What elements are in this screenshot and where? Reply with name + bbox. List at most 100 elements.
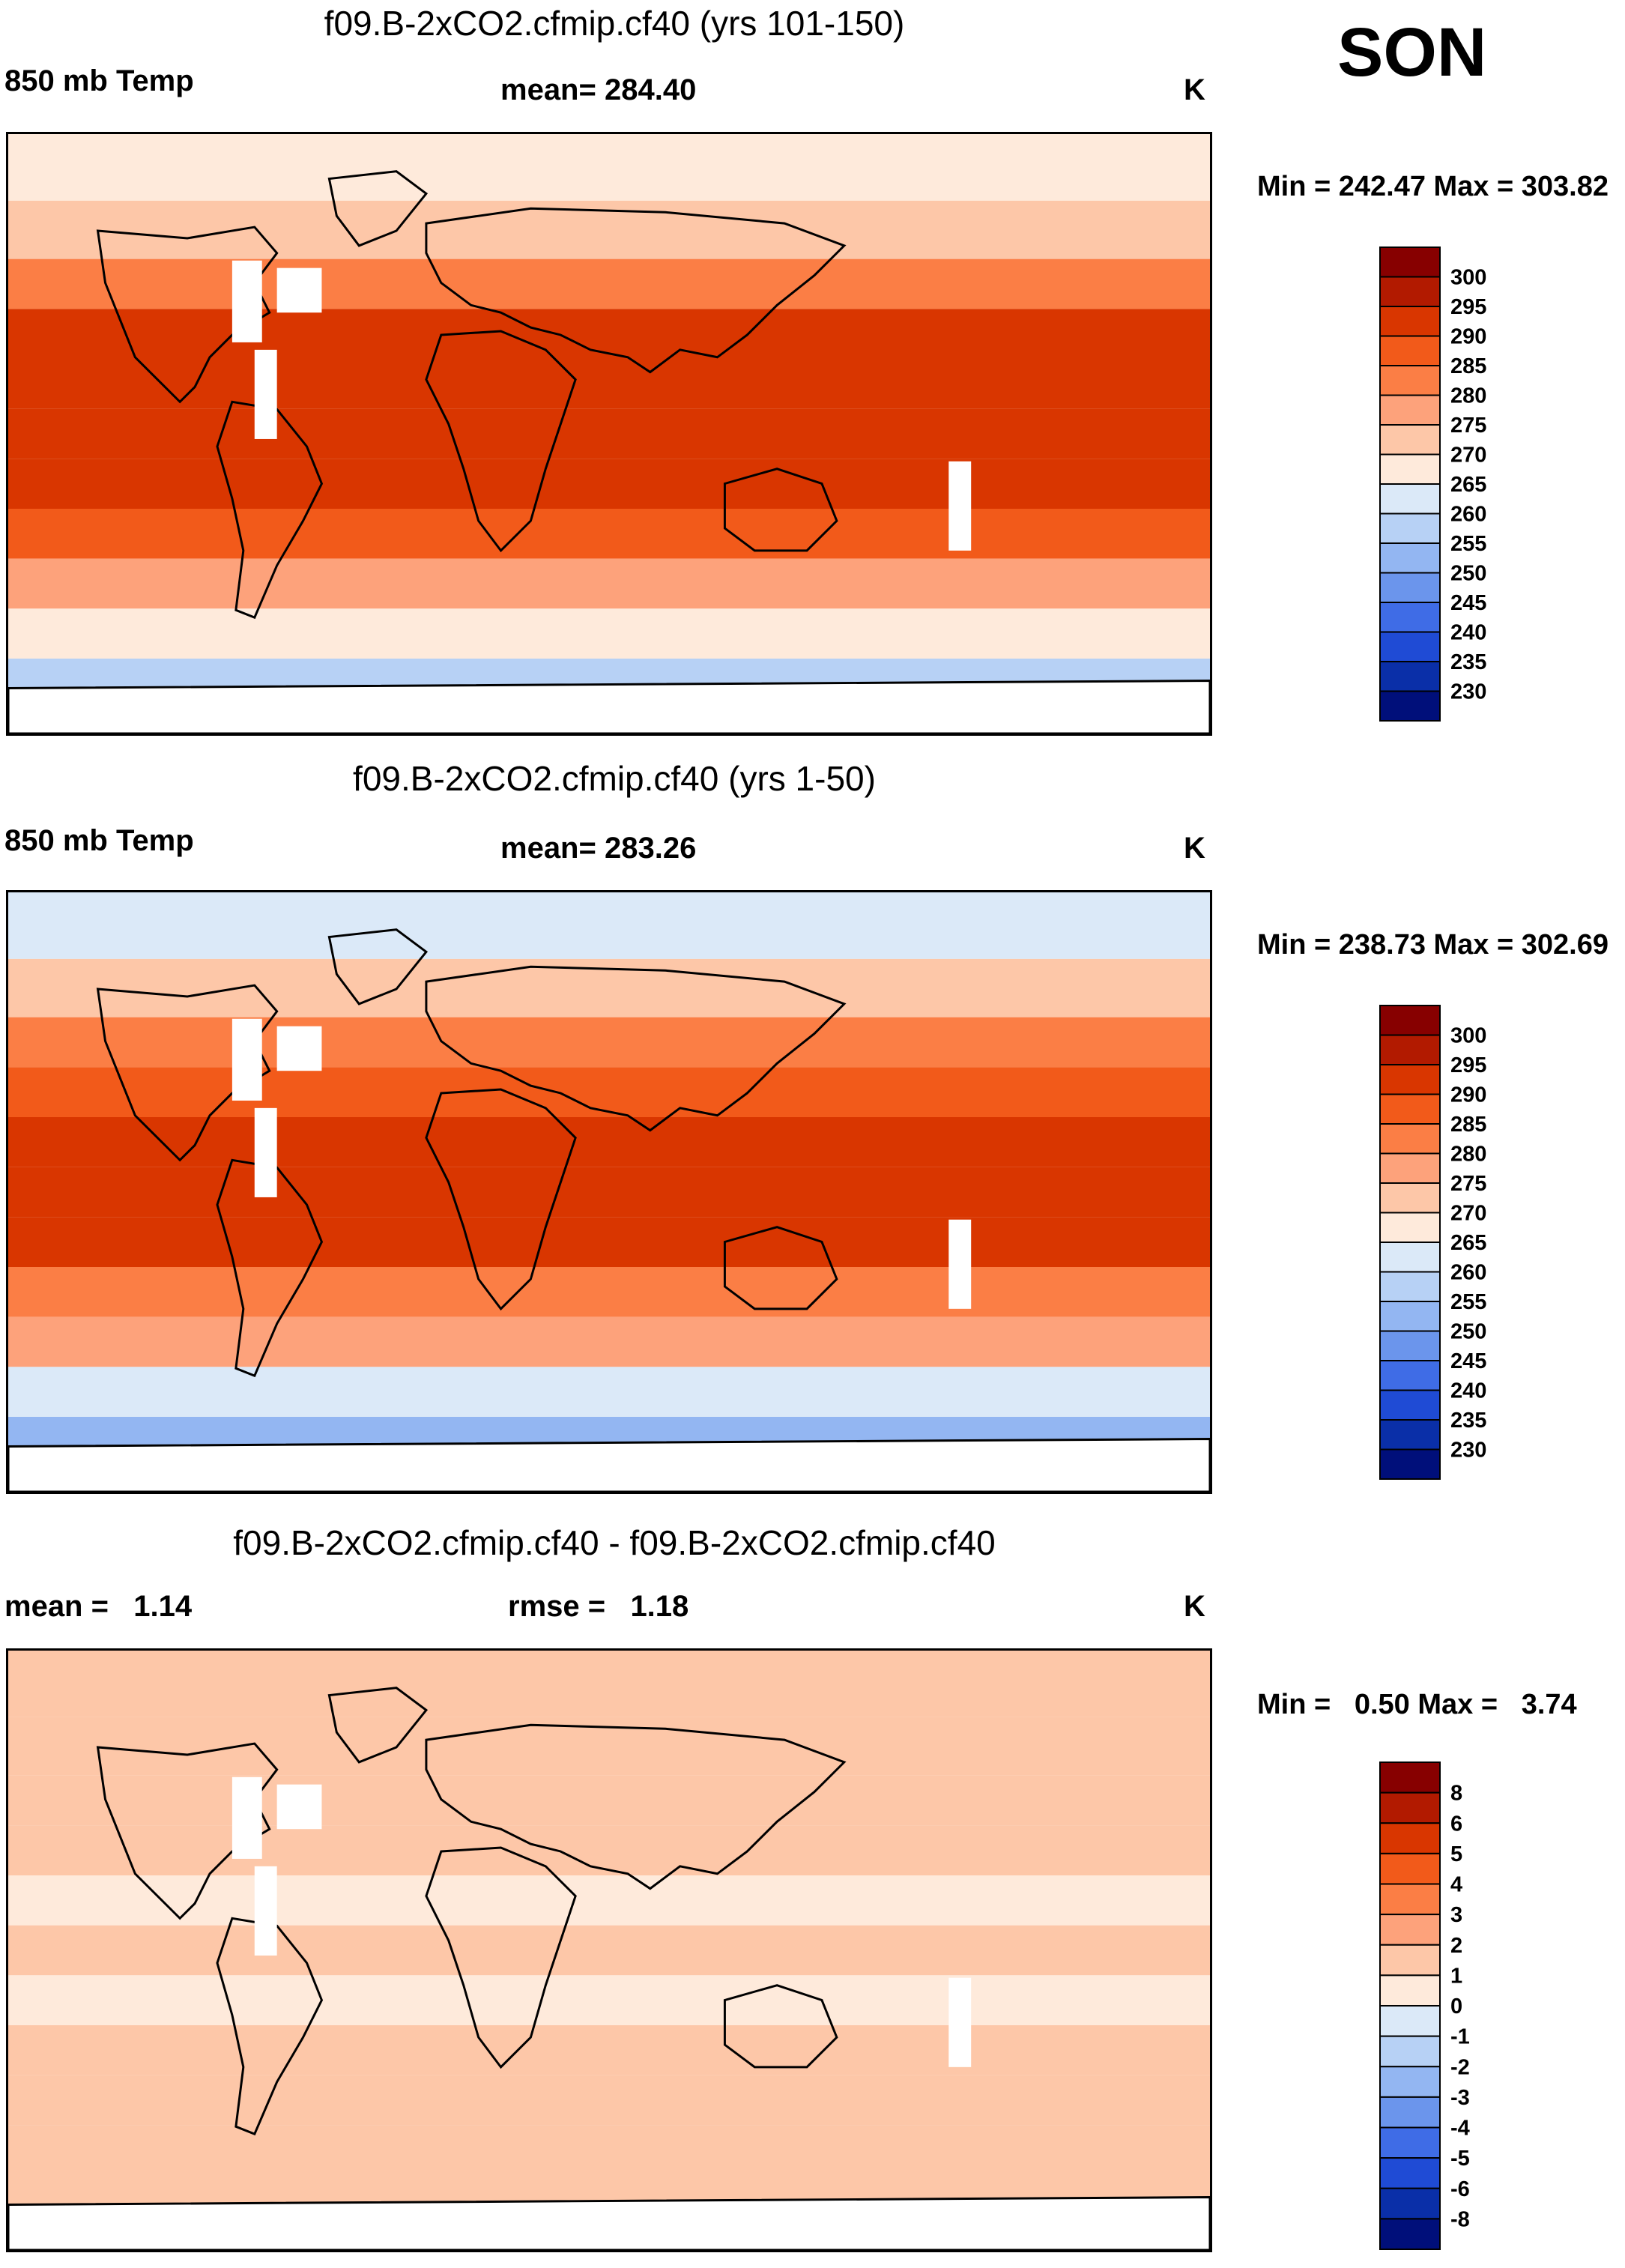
colorbar-swatch bbox=[1379, 2187, 1441, 2220]
colorbar-tick-label: 235 bbox=[1450, 650, 1486, 674]
colorbar-tick-label: 270 bbox=[1450, 444, 1486, 468]
zonal-band bbox=[8, 1925, 1210, 1976]
zonal-band bbox=[8, 958, 1210, 1017]
continent-outline bbox=[216, 1917, 324, 2136]
zonal-band bbox=[8, 892, 1210, 959]
continent-outline bbox=[723, 1984, 838, 2069]
colorbar-swatch bbox=[1379, 1419, 1441, 1451]
colorbar-tick-label: 230 bbox=[1450, 680, 1486, 704]
panel1-unit-label: K bbox=[1184, 73, 1205, 106]
colorbar-swatch bbox=[1379, 453, 1441, 485]
zonal-band bbox=[8, 1316, 1210, 1367]
missing-data-patch bbox=[232, 260, 262, 342]
zonal-band bbox=[8, 1651, 1210, 1717]
colorbar-swatch bbox=[1379, 1064, 1441, 1095]
panel1-mean-label: mean= 284.40 bbox=[500, 73, 697, 106]
colorbar-tick-label: 255 bbox=[1450, 1290, 1486, 1314]
colorbar-swatch bbox=[1379, 1123, 1441, 1155]
colorbar-tick-label: 5 bbox=[1450, 1842, 1462, 1866]
panel1-colorbar: 300 295 290 285 280 275 270 265 260 255 250 245 240 2… bbox=[1379, 247, 1486, 722]
panel2-unit-label: K bbox=[1184, 832, 1205, 865]
colorbar-swatch bbox=[1379, 512, 1441, 544]
colorbar-tick-label: 240 bbox=[1450, 621, 1486, 645]
colorbar-tick-label: 295 bbox=[1450, 1053, 1486, 1077]
colorbar-swatch bbox=[1379, 1034, 1441, 1065]
missing-data-patch bbox=[948, 461, 972, 551]
colorbar-tick-label: 285 bbox=[1450, 1113, 1486, 1137]
zonal-band bbox=[8, 1017, 1210, 1068]
colorbar-swatch bbox=[1379, 2126, 1441, 2159]
zonal-band bbox=[8, 1117, 1210, 1167]
antarctica-outline bbox=[8, 2196, 1210, 2250]
colorbar-tick-label: 1 bbox=[1450, 1964, 1462, 1988]
colorbar-tick-label: 245 bbox=[1450, 591, 1486, 615]
zonal-band bbox=[8, 1217, 1210, 1267]
zonal-band bbox=[8, 134, 1210, 201]
colorbar-tick-label: 290 bbox=[1450, 1083, 1486, 1107]
missing-data-patch bbox=[948, 1977, 972, 2067]
colorbar-tick-label: 230 bbox=[1450, 1439, 1486, 1463]
panel2-map bbox=[6, 890, 1212, 1494]
colorbar-tick-label: 260 bbox=[1450, 503, 1486, 527]
continent-outline bbox=[327, 928, 429, 1006]
zonal-band bbox=[8, 509, 1210, 559]
colorbar-tick-label: -8 bbox=[1450, 2207, 1470, 2231]
colorbar-tick-label: 2 bbox=[1450, 1934, 1462, 1958]
colorbar-tick-label: 265 bbox=[1450, 473, 1486, 497]
colorbar-tick-label: 285 bbox=[1450, 354, 1486, 378]
continent-outline bbox=[425, 330, 577, 553]
colorbar-swatch bbox=[1379, 1974, 1441, 2007]
colorbar-swatch bbox=[1379, 276, 1441, 307]
panel3-rmse-label: rmse = 1.18 bbox=[508, 1590, 689, 1623]
missing-data-patch bbox=[276, 1784, 322, 1830]
zonal-band bbox=[8, 1875, 1210, 1926]
colorbar-swatch bbox=[1379, 1093, 1441, 1125]
zonal-band bbox=[8, 1975, 1210, 2025]
zonal-band bbox=[8, 608, 1210, 659]
season-label: SON bbox=[1337, 14, 1487, 91]
colorbar-tick-label: 280 bbox=[1450, 1143, 1486, 1167]
zonal-band bbox=[8, 200, 1210, 259]
zonal-band bbox=[8, 2025, 1210, 2075]
zonal-band bbox=[8, 1167, 1210, 1218]
continent-outline bbox=[96, 984, 279, 1162]
colorbar-swatch bbox=[1379, 631, 1441, 662]
panel2-colorbar: 300 295 290 285 280 275 270 265 260 255 250 245 240 2… bbox=[1379, 1005, 1486, 1480]
continent-outline bbox=[96, 1742, 279, 1920]
missing-data-patch bbox=[254, 349, 277, 439]
colorbar-swatch bbox=[1379, 1883, 1441, 1916]
missing-data-patch bbox=[276, 267, 322, 313]
colorbar-tick-label: -4 bbox=[1450, 2117, 1470, 2141]
continent-outline bbox=[425, 1846, 577, 2069]
continent-outline bbox=[723, 1226, 838, 1310]
missing-data-patch bbox=[254, 1866, 277, 1956]
antarctica-outline bbox=[8, 1438, 1210, 1492]
missing-data-patch bbox=[254, 1107, 277, 1197]
colorbar-swatch bbox=[1379, 1914, 1441, 1946]
continent-outline bbox=[425, 1088, 577, 1311]
colorbar-tick-label: 235 bbox=[1450, 1409, 1486, 1433]
zonal-band bbox=[8, 459, 1210, 509]
colorbar-swatch bbox=[1379, 1271, 1441, 1302]
continent-outline bbox=[425, 965, 847, 1132]
colorbar-tick-label: -2 bbox=[1450, 2055, 1470, 2079]
zonal-band bbox=[8, 1775, 1210, 1826]
continent-outline bbox=[216, 400, 324, 620]
panel3-map bbox=[6, 1648, 1212, 2252]
colorbar-swatch bbox=[1379, 1360, 1441, 1391]
continent-outline bbox=[96, 226, 279, 404]
missing-data-patch bbox=[232, 1776, 262, 1859]
colorbar-tick-label: 6 bbox=[1450, 1812, 1462, 1836]
colorbar-swatch bbox=[1379, 1822, 1441, 1854]
zonal-band bbox=[8, 1267, 1210, 1317]
colorbar-tick-label: 250 bbox=[1450, 1320, 1486, 1344]
colorbar-swatch bbox=[1379, 2035, 1441, 2068]
colorbar-tick-label: 250 bbox=[1450, 562, 1486, 586]
colorbar-tick-label: 0 bbox=[1450, 1995, 1462, 2018]
panel1-map bbox=[6, 132, 1212, 736]
colorbar-tick-label: 265 bbox=[1450, 1231, 1486, 1255]
colorbar-tick-label: 290 bbox=[1450, 325, 1486, 349]
zonal-band bbox=[8, 2125, 1210, 2175]
continent-outline bbox=[723, 468, 838, 552]
colorbar-swatch bbox=[1379, 1448, 1441, 1480]
